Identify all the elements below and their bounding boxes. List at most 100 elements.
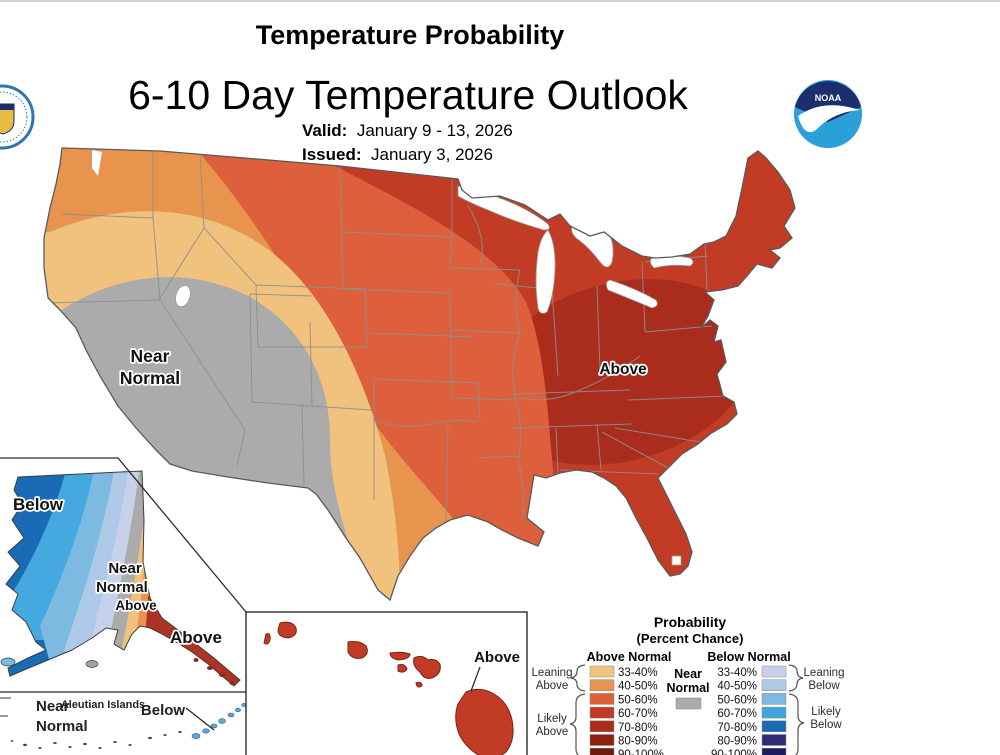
legend-title-line2: (Percent Chance)	[637, 631, 744, 646]
legend-below-swatch-3	[761, 706, 787, 719]
alaska-near-label-line1: Near	[108, 560, 142, 577]
aleutian-islands-blue	[191, 703, 247, 739]
alaska-inset-border	[0, 457, 247, 613]
aleutian-below-label: Below	[141, 702, 186, 719]
island-lanai	[397, 664, 408, 673]
legend-range-below-3: 60-70%	[717, 708, 757, 720]
legend-below-swatch-4	[761, 720, 787, 733]
legend-range-above-5: 80-90%	[618, 736, 658, 748]
legend-range-above-4: 70-80%	[618, 722, 658, 734]
island-oahu	[347, 641, 368, 659]
legend-above-swatch-4	[589, 720, 615, 733]
legend-range-below-1: 40-50%	[717, 681, 757, 693]
legend-braces	[569, 664, 805, 755]
alaska-above-small-label: Above	[115, 598, 157, 613]
page-top-border	[0, 0, 1000, 2]
conus-outline	[43, 147, 796, 602]
legend-likely-above-line1: Likely	[537, 713, 567, 725]
legend-range-below-0: 33-40%	[717, 667, 757, 679]
valid-value: January 9 - 13, 2026	[356, 121, 513, 140]
legend-range-above-0: 33-40%	[618, 667, 658, 679]
island-kahoolawe	[415, 681, 423, 688]
noaa-logo: NOAA	[794, 80, 862, 148]
legend-title-line1: Probability	[654, 614, 727, 630]
legend-below-swatch-1	[761, 679, 787, 691]
great-salt-lake	[175, 284, 191, 308]
alaska-outline	[5, 470, 241, 687]
hawaii-above-label: Above	[474, 649, 520, 666]
legend-below-swatch-0	[761, 665, 787, 678]
brace-likely-below	[788, 693, 805, 755]
aleutian-islands-label: Aleutian Islands	[61, 699, 145, 711]
island-hawaii-big	[455, 688, 514, 755]
island-maui	[413, 655, 441, 679]
legend-below-swatch-6	[761, 747, 787, 755]
alaska-below-label: Below	[13, 495, 64, 514]
legend-range-above-3: 60-70%	[618, 708, 658, 720]
hawaii-islands	[263, 621, 514, 755]
conus-near-normal-label-line1: Near	[131, 346, 170, 366]
noaa-logo-text: NOAA	[815, 93, 842, 103]
aleutian-islands-specks	[10, 731, 182, 749]
legend-below-header: Below Normal	[707, 650, 790, 664]
legend-below-swatch-5	[761, 734, 787, 746]
legend-range-below-4: 70-80%	[717, 722, 757, 734]
conus-above-label: Above	[599, 361, 647, 378]
legend-leaning-above-line1: Leaning	[532, 667, 573, 679]
legend-range-below-6: 90-100%	[711, 749, 757, 755]
legend-range-below-2: 50-60%	[717, 694, 757, 706]
puget-sound	[92, 150, 102, 176]
lake-erie	[606, 279, 658, 309]
legend-leaning-above-line2: Above	[536, 680, 569, 692]
island-kauai	[277, 621, 297, 639]
conus-band-70-80-blob	[486, 279, 754, 465]
conus-near-normal-label-line2: Normal	[120, 368, 180, 388]
legend-above-swatch-5	[589, 734, 615, 746]
legend-above-swatch-3	[589, 706, 615, 719]
legend-near-normal-line1: Near	[674, 667, 702, 681]
valid-issued-block: Valid: January 9 - 13, 2026 Issued: Janu…	[302, 119, 513, 167]
issued-value: January 3, 2026	[370, 145, 493, 165]
legend-above-header: Above Normal	[587, 650, 672, 664]
valid-label: Valid:	[302, 121, 348, 140]
alaska-panhandle-islands	[193, 658, 235, 685]
probability-legend: Probability (Percent Chance) Above Norma…	[532, 614, 845, 755]
alaska-near-label-line2: Normal	[96, 579, 148, 596]
legend-below-swatch-2	[761, 693, 787, 705]
legend-range-above-6: 90-100%	[618, 749, 664, 755]
alaska-above-panhandle-label: Above	[170, 628, 222, 647]
legend-likely-below-line1: Likely	[811, 706, 841, 718]
legend-range-above-1: 40-50%	[618, 681, 658, 693]
brace-leaning-above	[570, 664, 586, 692]
hawaii-inset: Above	[245, 611, 528, 755]
aleutian-strip: Near Normal Aleutian Islands Below	[0, 697, 247, 749]
issued-line: Issued: January 3, 2026	[302, 143, 513, 167]
commerce-seal-icon	[0, 84, 35, 150]
legend-near-normal-swatch	[675, 697, 702, 710]
noaa-logo-gull-icon	[798, 105, 860, 133]
island-molokai	[389, 651, 411, 661]
legend-range-above-2: 50-60%	[618, 694, 658, 706]
nunivak-island	[0, 657, 16, 667]
island-niihau	[263, 633, 271, 645]
brace-likely-above	[569, 693, 586, 755]
legend-above-swatch-0	[589, 665, 615, 678]
legend-likely-above-line2: Above	[536, 726, 569, 738]
legend-range-below-5: 80-90%	[717, 736, 757, 748]
alaska-inset: Below Near Normal Above Above Near Norma…	[0, 457, 247, 755]
lake-michigan	[535, 229, 556, 314]
legend-above-swatch-1	[589, 679, 615, 691]
legend-leaning-below-line1: Leaning	[804, 667, 845, 679]
page-title: Temperature Probability	[255, 20, 565, 50]
legend-above-swatch-6	[589, 747, 615, 755]
valid-line: Valid: January 9 - 13, 2026	[302, 119, 513, 143]
legend-near-normal-line2: Normal	[666, 681, 709, 695]
legend-likely-below-line2: Below	[810, 719, 842, 731]
outlook-title: 6-10 Day Temperature Outlook	[128, 72, 688, 118]
aleutian-near-label-line1: Near	[36, 698, 70, 715]
brace-leaning-below	[788, 664, 804, 692]
aleutian-near-label-line2: Normal	[36, 718, 88, 735]
hawaii-above-pointer	[470, 666, 481, 692]
lake-okeechobee	[671, 555, 682, 566]
